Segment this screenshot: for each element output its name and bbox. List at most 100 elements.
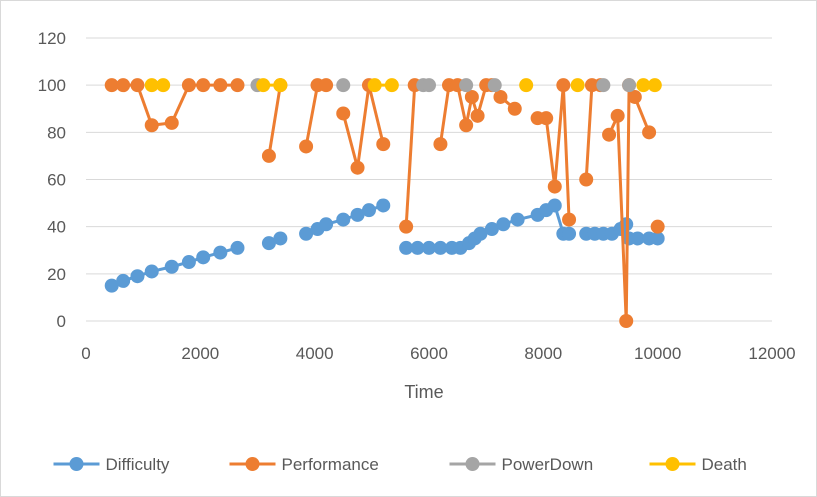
data-point: [399, 219, 414, 234]
legend-marker: [465, 457, 480, 471]
y-tick-label: 100: [38, 76, 66, 95]
data-point: [579, 172, 594, 187]
legend-label: Difficulty: [106, 455, 170, 474]
data-point: [130, 78, 145, 93]
data-point: [376, 137, 391, 152]
x-axis-ticks: 0 2000 4000 6000 8000 10000 12000: [81, 344, 795, 363]
data-point: [181, 255, 196, 270]
data-point: [116, 78, 131, 93]
legend-marker: [665, 457, 680, 471]
data-point: [213, 245, 228, 260]
data-point: [196, 78, 211, 93]
data-point: [144, 78, 159, 93]
series-line: [404, 85, 417, 227]
data-point: [361, 203, 376, 218]
data-point: [299, 226, 314, 241]
y-tick-label: 40: [47, 218, 66, 237]
data-point: [602, 127, 617, 142]
data-point: [510, 212, 525, 227]
data-point: [647, 78, 662, 93]
data-point: [562, 226, 577, 241]
data-point: [473, 226, 488, 241]
series-death: [144, 78, 662, 93]
legend-item-powerdown: PowerDown: [449, 455, 594, 474]
series-line: [341, 83, 385, 170]
data-point: [433, 137, 448, 152]
data-point: [627, 89, 642, 104]
data-point: [261, 148, 276, 163]
data-point: [596, 78, 611, 93]
data-point: [399, 240, 414, 255]
data-point: [144, 118, 159, 133]
data-point: [464, 89, 479, 104]
data-point: [256, 78, 271, 93]
data-point: [336, 78, 351, 93]
data-point: [350, 160, 365, 175]
data-point: [484, 222, 499, 237]
data-point: [319, 217, 334, 232]
data-point: [213, 78, 228, 93]
data-point: [336, 212, 351, 227]
data-point: [493, 89, 508, 104]
data-point: [319, 78, 334, 93]
data-point: [539, 111, 554, 126]
data-point: [384, 78, 399, 93]
data-point: [650, 219, 665, 234]
data-point: [422, 240, 436, 255]
data-point: [459, 78, 474, 93]
data-point: [104, 78, 119, 93]
legend-label: Performance: [282, 455, 379, 474]
data-point: [299, 139, 314, 154]
series-line: [304, 83, 327, 147]
x-axis-title: Time: [404, 382, 443, 402]
data-point: [556, 78, 571, 93]
data-point: [116, 273, 131, 288]
data-point: [496, 217, 511, 232]
y-tick-label: 20: [47, 265, 66, 284]
x-tick-label: 4000: [296, 344, 334, 363]
data-point: [630, 231, 645, 246]
data-point: [367, 78, 382, 93]
legend-label: PowerDown: [502, 455, 594, 474]
series-line: [267, 84, 282, 157]
legend-marker: [69, 457, 84, 471]
data-point: [547, 198, 562, 213]
data-point: [273, 231, 288, 246]
x-tick-label: 6000: [410, 344, 448, 363]
y-tick-label: 120: [38, 29, 66, 48]
data-point: [350, 207, 365, 222]
y-tick-label: 0: [57, 312, 66, 331]
data-point: [164, 259, 179, 274]
data-point: [181, 78, 196, 93]
legend: Difficulty Performance PowerDown Death: [53, 455, 747, 474]
series-difficulty: [104, 198, 665, 293]
data-point: [433, 240, 448, 255]
legend-item-death: Death: [649, 455, 747, 474]
data-point: [487, 78, 502, 93]
data-point: [470, 108, 485, 123]
y-axis-ticks: 0 20 40 60 80 100 120: [38, 29, 66, 331]
data-point: [104, 278, 119, 293]
data-point: [422, 78, 436, 93]
data-point: [273, 78, 288, 93]
x-tick-label: 2000: [181, 344, 219, 363]
data-point: [642, 125, 657, 140]
data-point: [336, 106, 351, 121]
data-point: [519, 78, 534, 93]
y-tick-label: 80: [47, 123, 66, 142]
legend-item-difficulty: Difficulty: [53, 455, 170, 474]
series-layer: [104, 78, 665, 328]
data-point: [459, 118, 474, 133]
y-tick-label: 60: [47, 171, 66, 190]
data-point: [562, 212, 577, 227]
x-tick-label: 8000: [524, 344, 562, 363]
data-point: [144, 264, 159, 279]
data-point: [622, 78, 637, 93]
data-point: [636, 78, 651, 93]
data-point: [230, 240, 245, 255]
data-point: [610, 108, 625, 123]
data-point: [156, 78, 171, 93]
data-point: [164, 115, 179, 130]
x-tick-label: 10000: [634, 344, 681, 363]
